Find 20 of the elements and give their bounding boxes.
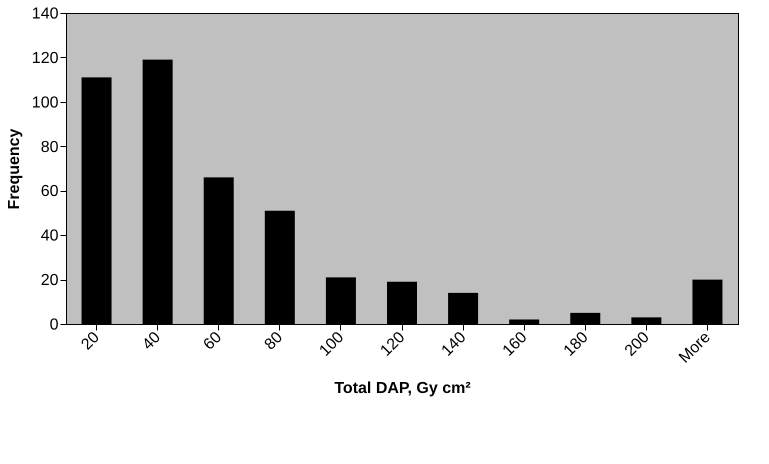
y-tick-label: 80 [40,138,59,156]
x-axis-title: Total DAP, Gy cm² [334,380,471,397]
x-tick-label: 180 [560,328,592,360]
y-tick-label: 140 [32,6,59,22]
x-tick-label: 140 [438,328,470,360]
x-tick-label: 160 [500,328,531,360]
x-tick-label: 20 [78,328,103,354]
x-tick-label: 100 [316,328,348,360]
y-tick-label: 40 [40,228,59,245]
y-tick-label: 0 [50,316,59,334]
x-tick-label: 120 [377,328,408,360]
y-tick-label: 100 [32,94,59,112]
y-tick-label: 60 [40,183,59,200]
x-tick-label: 60 [200,328,226,354]
y-axis-title: Frequency [6,128,23,210]
x-tick-label: 80 [262,328,286,354]
y-tick-label: 120 [32,50,59,67]
x-tick-label: 40 [139,328,164,354]
x-tick-label: 200 [622,328,653,360]
y-tick-label: 20 [40,272,59,290]
